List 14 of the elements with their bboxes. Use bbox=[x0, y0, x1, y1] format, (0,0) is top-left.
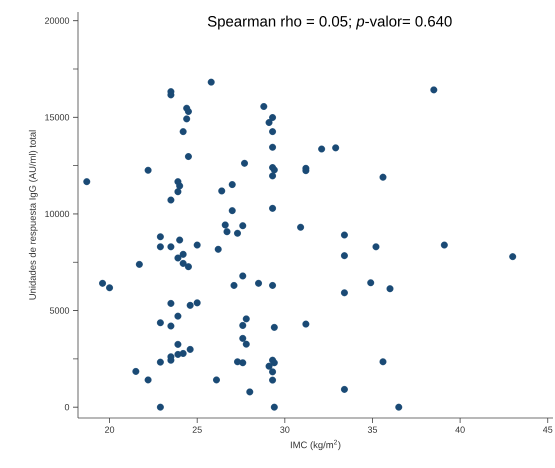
x-tick-label: 30 bbox=[280, 426, 290, 433]
x-tick-label: 20 bbox=[105, 426, 114, 433]
y-tick-label: 5000 bbox=[50, 307, 70, 314]
x-tick-label: 35 bbox=[368, 426, 378, 433]
y-tick-label: 10000 bbox=[45, 210, 70, 218]
y-tick-label: 0 bbox=[64, 404, 70, 410]
x-tick-label: 25 bbox=[192, 426, 202, 433]
y-axis-title: Unidades de respuesta IgG (AU/ml) total bbox=[28, 130, 38, 300]
y-tick-label: 20000 bbox=[45, 18, 70, 24]
x-tick-label: 40 bbox=[455, 426, 465, 433]
y-tick-label: 15000 bbox=[45, 114, 70, 120]
x-axis-title: IMC (kg/m$^{2}$) bbox=[290, 440, 340, 450]
chart-title: Spearman rho = 0.05; p-valor= 0.640 bbox=[208, 16, 452, 30]
x-tick-label: 45 bbox=[542, 426, 552, 433]
